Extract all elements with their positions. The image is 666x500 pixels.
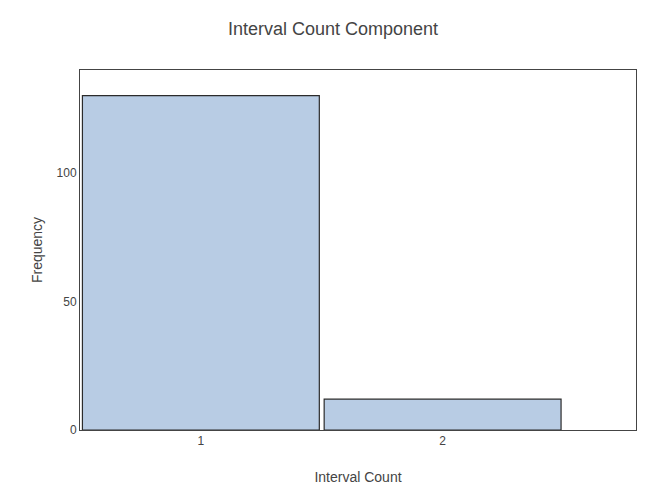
svg-text:Interval Count Component: Interval Count Component <box>228 19 438 39</box>
svg-text:0: 0 <box>70 423 77 437</box>
svg-text:Frequency: Frequency <box>29 217 45 283</box>
svg-text:Interval Count: Interval Count <box>314 469 401 485</box>
svg-text:1: 1 <box>198 434 205 448</box>
svg-text:100: 100 <box>57 166 77 180</box>
svg-text:50: 50 <box>63 295 77 309</box>
svg-text:2: 2 <box>439 434 446 448</box>
